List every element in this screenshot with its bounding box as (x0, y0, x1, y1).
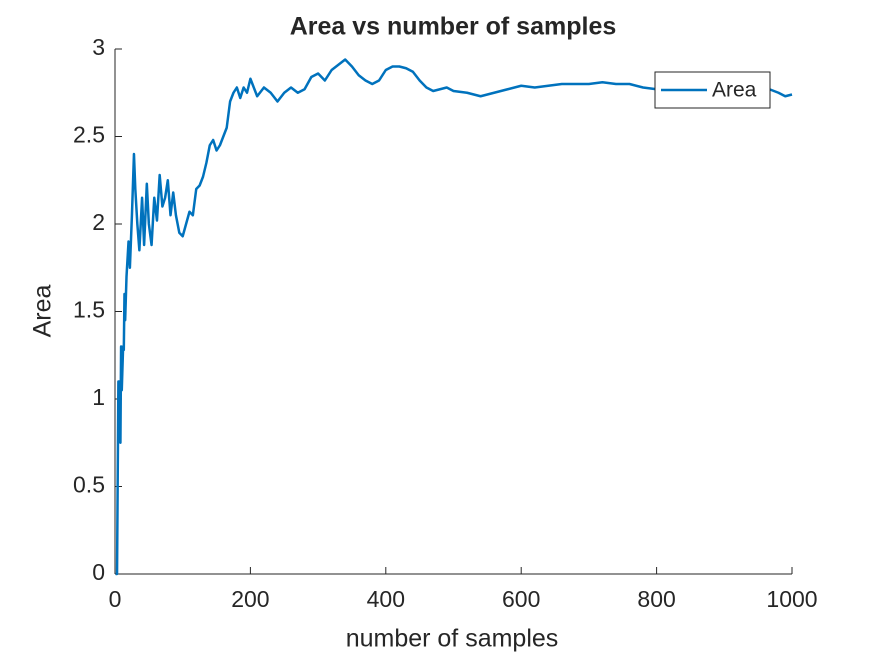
x-tick-label: 1000 (766, 586, 817, 612)
y-tick-label: 2.5 (73, 122, 105, 148)
y-tick-label: 2 (92, 209, 105, 235)
y-tick-label: 3 (92, 34, 105, 60)
data-line (115, 58, 793, 576)
x-tick-label: 400 (367, 586, 405, 612)
x-axis-label: number of samples (346, 625, 559, 653)
legend-label: Area (712, 79, 757, 102)
y-tick-label: 0.5 (73, 472, 105, 498)
y-axis-label: Area (29, 285, 57, 338)
x-tick-label: 800 (637, 586, 675, 612)
x-tick-label: 0 (109, 586, 122, 612)
x-tick-label: 200 (231, 586, 269, 612)
x-tick-label: 600 (502, 586, 540, 612)
y-tick-label: 1.5 (73, 297, 105, 323)
y-tick-label: 0 (92, 559, 105, 585)
y-tick-label: 1 (92, 384, 105, 410)
chart-title: Area vs number of samples (290, 13, 617, 41)
